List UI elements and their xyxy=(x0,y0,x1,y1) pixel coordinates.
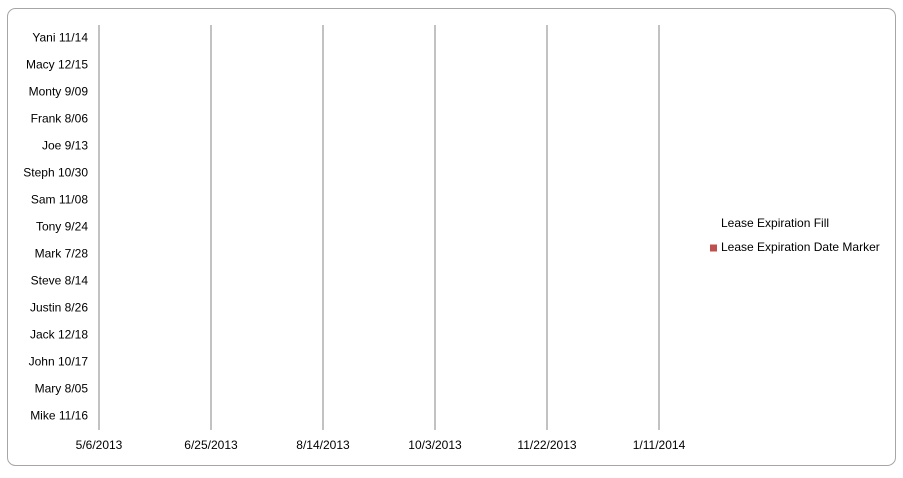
x-tick-label: 5/6/2013 xyxy=(76,438,123,452)
y-tick-label: Yani 11/14 xyxy=(32,31,88,45)
legend-label: Lease Expiration Date Marker xyxy=(721,240,880,254)
y-tick-label: Monty 9/09 xyxy=(29,85,89,99)
y-tick-label: Mary 8/05 xyxy=(35,382,89,396)
x-tick-label: 1/11/2014 xyxy=(633,438,686,452)
y-tick-label: Jack 12/18 xyxy=(30,328,88,342)
y-tick-label: Macy 12/15 xyxy=(26,58,88,72)
y-tick-label: Frank 8/06 xyxy=(31,112,89,126)
x-tick-label: 10/3/2013 xyxy=(408,438,462,452)
x-tick-label: 6/25/2013 xyxy=(184,438,238,452)
y-tick-label: Justin 8/26 xyxy=(30,301,88,315)
legend-swatch xyxy=(710,244,717,252)
y-tick-label: Tony 9/24 xyxy=(36,220,88,234)
y-tick-label: Joe 9/13 xyxy=(42,139,88,153)
y-tick-label: Steve 8/14 xyxy=(31,274,89,288)
y-tick-label: Mark 7/28 xyxy=(35,247,89,261)
y-tick-label: John 10/17 xyxy=(29,355,89,369)
legend-label: Lease Expiration Fill xyxy=(721,216,829,230)
x-tick-label: 11/22/2013 xyxy=(517,438,576,452)
y-tick-label: Steph 10/30 xyxy=(23,166,88,180)
chart-frame xyxy=(7,8,896,466)
x-tick-label: 8/14/2013 xyxy=(296,438,350,452)
y-tick-label: Sam 11/08 xyxy=(31,193,88,207)
y-tick-label: Mike 11/16 xyxy=(30,409,88,423)
